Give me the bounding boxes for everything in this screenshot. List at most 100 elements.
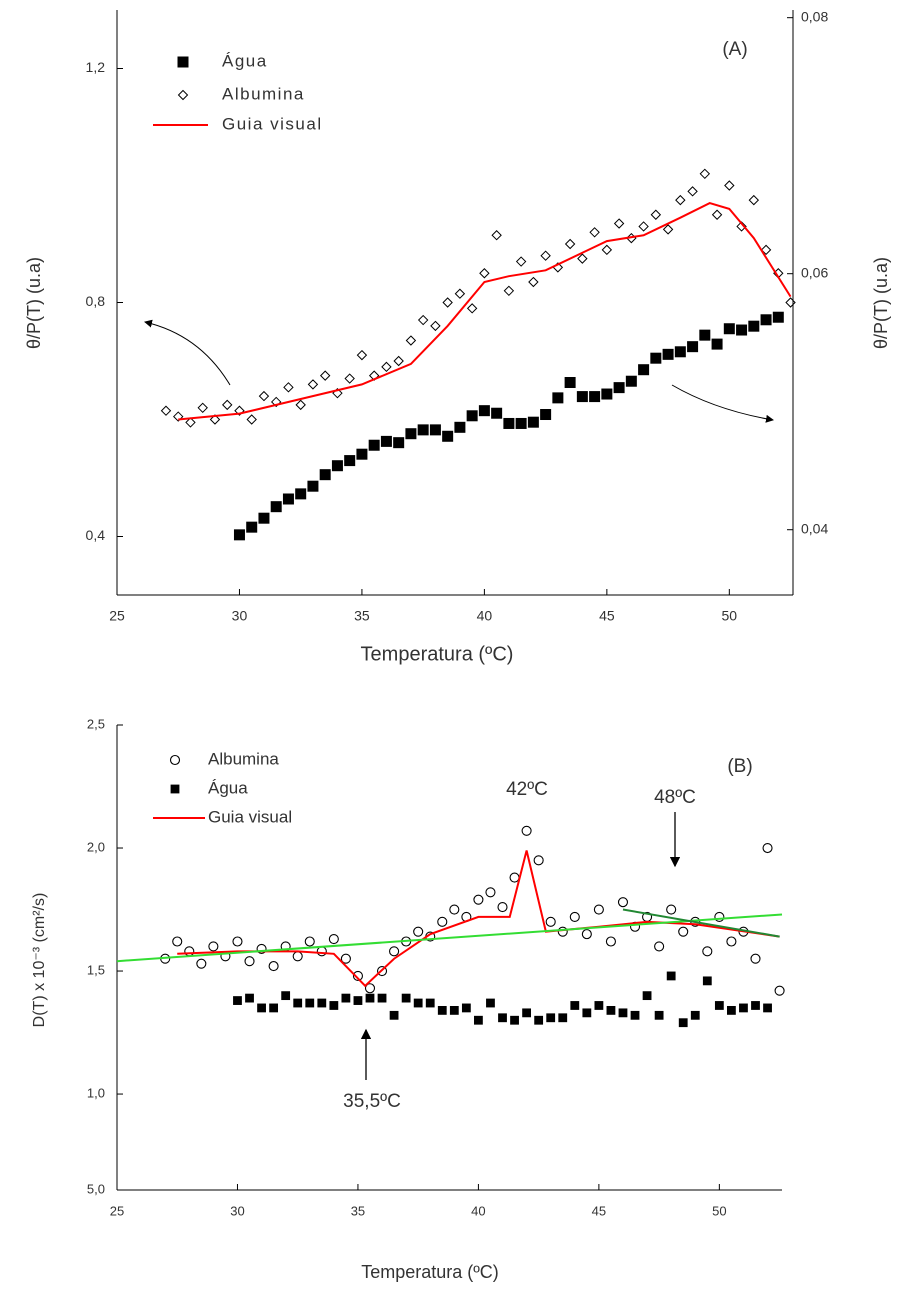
data-point — [601, 244, 613, 256]
data-point — [581, 929, 592, 940]
x-tick-label: 45 — [599, 608, 615, 624]
legend-label: Guia visual — [208, 807, 292, 826]
data-point — [748, 320, 760, 332]
x-tick-label: 30 — [230, 1203, 244, 1218]
data-point — [675, 194, 686, 206]
data-point — [283, 382, 294, 393]
data-point — [413, 926, 424, 937]
x-axis-label: Temperatura (ºC) — [361, 643, 514, 665]
data-point — [748, 194, 760, 206]
data-point — [593, 904, 604, 915]
data-point — [356, 448, 368, 460]
data-point — [473, 894, 484, 905]
data-point — [613, 382, 625, 394]
data-point — [281, 991, 291, 1001]
x-tick-label: 50 — [722, 608, 738, 624]
data-point — [534, 1015, 544, 1025]
data-point — [344, 455, 356, 467]
data-point — [340, 953, 351, 964]
data-point — [687, 186, 698, 197]
data-point — [521, 825, 532, 836]
data-point — [417, 314, 429, 326]
data-point — [751, 1001, 760, 1010]
data-point — [256, 943, 267, 954]
data-point — [486, 998, 495, 1008]
data-point — [727, 1005, 736, 1015]
y2-tick-label: 0,08 — [801, 8, 828, 24]
data-point — [246, 521, 258, 533]
data-point — [491, 407, 503, 419]
data-point — [295, 399, 306, 411]
arrow — [144, 319, 231, 386]
x-tick-label: 35 — [351, 1203, 365, 1218]
legend-marker — [177, 89, 189, 101]
data-point — [617, 897, 629, 908]
data-point — [625, 375, 637, 387]
data-point — [258, 512, 270, 524]
data-point — [654, 941, 665, 952]
data-point — [540, 409, 552, 421]
data-point — [401, 993, 411, 1003]
legend-label: Albumina — [222, 84, 305, 103]
data-point — [393, 437, 405, 449]
data-point — [185, 417, 196, 428]
data-point — [425, 998, 435, 1008]
y-tick-label: 2,0 — [87, 839, 105, 854]
data-point — [454, 421, 466, 433]
data-point — [257, 1003, 266, 1013]
data-point — [430, 320, 441, 332]
data-point — [702, 946, 713, 957]
data-point — [479, 268, 490, 279]
data-point — [762, 842, 773, 854]
guide-line — [622, 908, 780, 938]
data-point — [466, 410, 478, 422]
data-point — [726, 936, 737, 947]
data-point — [564, 377, 576, 389]
data-point — [711, 209, 723, 220]
data-point — [461, 1003, 471, 1013]
data-point — [405, 335, 417, 346]
data-point — [638, 364, 650, 376]
data-point — [662, 224, 674, 235]
data-point — [329, 1001, 339, 1010]
data-point — [650, 352, 662, 364]
data-point — [307, 480, 319, 492]
data-point — [316, 946, 327, 957]
legend-label: Água — [208, 778, 248, 797]
data-point — [763, 1003, 772, 1013]
data-point — [172, 936, 183, 947]
data-point — [750, 953, 761, 964]
data-point — [666, 971, 676, 981]
data-point — [478, 405, 490, 417]
data-point — [558, 1013, 568, 1023]
annotation: 48ºC — [654, 787, 696, 808]
y2-axis-label: θ/P(T) (u.a) — [871, 257, 891, 349]
data-point — [328, 933, 339, 945]
x-axis-label: Temperatura (ºC) — [361, 1262, 499, 1282]
data-point — [269, 1003, 279, 1013]
data-point — [368, 439, 380, 451]
guide-line — [178, 201, 792, 421]
data-point — [503, 417, 515, 429]
data-point — [564, 238, 576, 250]
data-point — [307, 379, 319, 390]
y-tick-label: 2,5 — [87, 716, 105, 731]
data-point — [352, 970, 363, 982]
data-point — [389, 946, 400, 957]
data-point — [540, 250, 551, 261]
data-point — [258, 390, 270, 402]
data-point — [244, 956, 255, 967]
data-point — [292, 951, 303, 962]
data-point — [234, 405, 245, 416]
data-point — [594, 1001, 604, 1010]
data-point — [589, 391, 601, 403]
data-point — [437, 1005, 447, 1015]
legend-marker — [170, 784, 180, 794]
data-point — [305, 998, 315, 1008]
data-point — [522, 1008, 532, 1018]
data-point — [618, 1008, 628, 1018]
data-point — [380, 435, 392, 447]
data-point — [222, 399, 233, 411]
data-point — [582, 1008, 592, 1018]
